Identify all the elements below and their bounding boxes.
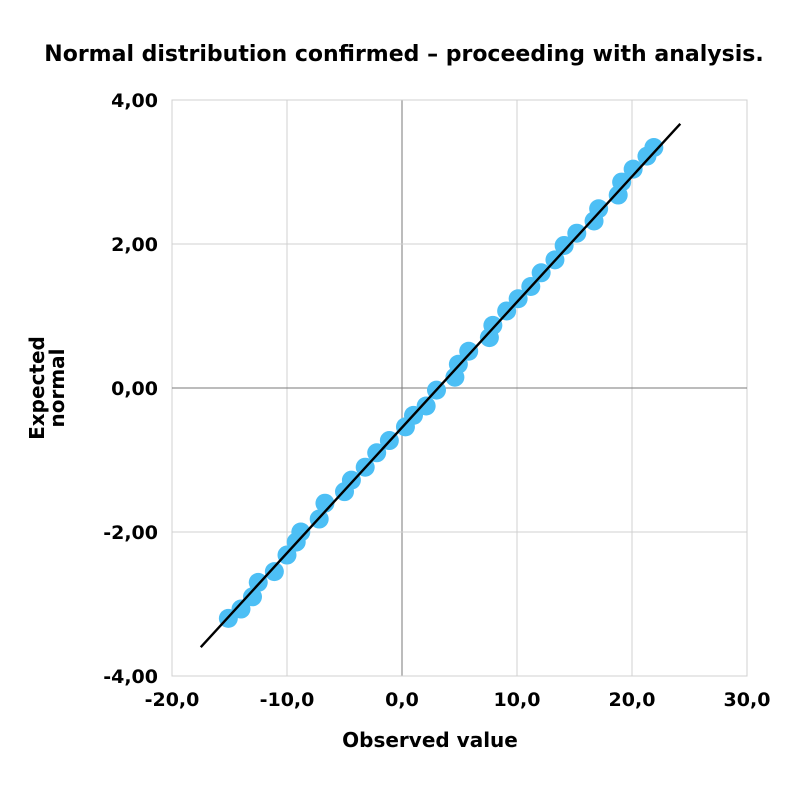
y-axis-label-line-2: normal (45, 348, 69, 427)
y-tick-label: -4,00 (103, 666, 158, 688)
data-point (416, 396, 436, 416)
chart-title: Normal distribution confirmed – proceedi… (44, 42, 763, 67)
gridlines (171, 99, 748, 677)
data-point (612, 172, 632, 192)
x-tick-label: 0,0 (385, 689, 419, 711)
y-tick-label: -2,00 (103, 522, 158, 544)
data-point (243, 587, 262, 607)
data-point (367, 443, 387, 463)
y-axis-label-line-1: Expected (25, 336, 49, 440)
x-tick-label: 20,0 (609, 689, 656, 711)
data-point (341, 470, 361, 490)
data-point (231, 599, 251, 619)
data-point (644, 138, 664, 158)
data-point (459, 341, 479, 361)
data-point (483, 315, 503, 335)
trendline-layer (199, 122, 682, 649)
y-tick-label: 0,00 (111, 378, 158, 400)
x-axis-label: Observed value (342, 728, 518, 752)
y-tick-label: 2,00 (111, 234, 158, 256)
x-tick-label: 30,0 (724, 689, 771, 711)
y-tick-label: 4,00 (111, 90, 158, 112)
data-point (291, 522, 311, 542)
data-point (554, 235, 574, 255)
data-point (623, 159, 643, 179)
trendline (199, 122, 682, 649)
data-point (567, 223, 587, 243)
data-point (589, 199, 609, 219)
data-point (264, 562, 284, 582)
tick-labels: -20,0 -10,0 0,0 10,0 20,0 30,0 4,00 2,00 0,00 -2,… (103, 90, 770, 711)
data-point (531, 263, 551, 283)
data-point (497, 301, 517, 321)
x-tick-label: -10,0 (260, 689, 315, 711)
x-tick-label: 10,0 (494, 689, 541, 711)
x-tick-label: -20,0 (145, 689, 200, 711)
